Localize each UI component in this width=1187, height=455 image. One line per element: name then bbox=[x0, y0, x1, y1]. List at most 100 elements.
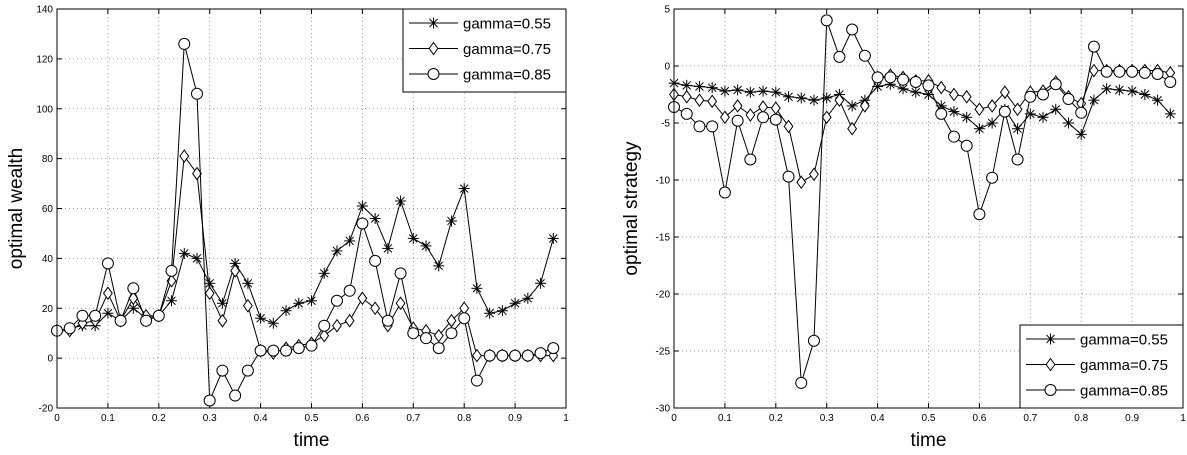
chart-2-series-3-line bbox=[673, 20, 1171, 384]
chart-1-series-1-point-21 bbox=[318, 267, 330, 279]
chart-2-xtick-label-3: 0.3 bbox=[820, 413, 834, 424]
chart-1-series-2-point-15 bbox=[242, 298, 253, 313]
chart-2-series-1-point-9-stroke-3 bbox=[784, 92, 793, 102]
chart-2-series-1-point-32-stroke-3 bbox=[1076, 130, 1086, 139]
chart-1-series-1-point-10 bbox=[178, 247, 190, 259]
chart-1-series-1-point-26-stroke-3 bbox=[383, 244, 393, 253]
chart-2-legend-entry-3: gamma=0.85 bbox=[1026, 383, 1168, 400]
chart-2-series-3-point-21 bbox=[935, 107, 948, 120]
chart-2-series-2-point-13 bbox=[834, 93, 845, 108]
chart-2-series-3-point-20 bbox=[922, 79, 935, 92]
chart-1-series-1-point-36 bbox=[509, 297, 521, 309]
chart-2-series-3-point-25 bbox=[986, 171, 999, 184]
chart-2-series-2-point-5 bbox=[732, 99, 743, 113]
chart-1-series-3-point-19 bbox=[292, 342, 305, 355]
chart-1-series-1-point-35-stroke-3 bbox=[498, 306, 507, 316]
chart-1-series-1-point-34-stroke-3 bbox=[485, 308, 494, 318]
chart-1-series-1-point-23-stroke-3 bbox=[345, 236, 354, 246]
chart-2-series-3-point-13 bbox=[833, 50, 846, 63]
chart-1-series-2-point-13 bbox=[217, 313, 228, 328]
chart-1-series-3-point-38 bbox=[534, 347, 547, 360]
chart-2-series-3-point-39 bbox=[1164, 75, 1177, 88]
chart-2-series-2-point-24 bbox=[974, 102, 985, 117]
chart-1-series-3-point-23 bbox=[343, 284, 356, 297]
chart-2-series-1-point-31 bbox=[1062, 117, 1074, 129]
chart-2-y-axis-label: optimal strategy bbox=[621, 141, 642, 276]
chart-2-series-3-point-16 bbox=[871, 71, 884, 84]
chart-1-series-1-point-35 bbox=[496, 305, 508, 317]
chart-2-series-1-point-12 bbox=[821, 92, 833, 104]
chart-2-series-3-point-31 bbox=[1062, 93, 1075, 106]
chart-1-legend: gamma=0.55 gamma=0.75 gamma=0.85 bbox=[402, 8, 567, 93]
chart-2-series-1-point-19 bbox=[910, 86, 922, 98]
chart-1-xtick-label-1: 0.1 bbox=[101, 413, 115, 424]
chart-2-legend-entry-2-label: gamma=0.75 bbox=[1080, 357, 1168, 374]
chart-1-series-1-point-28 bbox=[407, 232, 419, 244]
chart-1-series-3-point-1 bbox=[63, 322, 76, 335]
chart-2-series-1-point-22-stroke-3 bbox=[949, 107, 959, 116]
chart-2-legend-entry-1-label: gamma=0.55 bbox=[1080, 332, 1168, 349]
chart-2-series-2-point-14 bbox=[847, 121, 858, 136]
chart-2-ytick-label-7: 5 bbox=[664, 5, 670, 16]
chart-1-series-1-point-25 bbox=[369, 212, 381, 224]
chart-2-series-1-point-39-stroke-3 bbox=[1165, 109, 1175, 119]
chart-1-legend-entry-1: gamma=0.55 bbox=[409, 16, 551, 33]
chart-1-series-2-point-31 bbox=[446, 313, 457, 328]
chart-1-series-3-point-11 bbox=[190, 87, 203, 100]
chart-1-series-1-point-13 bbox=[216, 297, 228, 309]
chart-2-xtick-label-5: 0.5 bbox=[922, 413, 936, 424]
chart-1-series-3-point-8 bbox=[152, 309, 165, 322]
chart-2-series-1-point-23 bbox=[961, 111, 973, 123]
chart-2-series-3-point-4 bbox=[718, 186, 731, 199]
chart-2-series-3-point-12 bbox=[820, 14, 833, 27]
chart-1-series-3-point-32 bbox=[458, 312, 471, 325]
chart-2-series-1-point-23-stroke-3 bbox=[962, 112, 971, 122]
chart-1-frame bbox=[56, 8, 567, 409]
chart-1-x-axis-label: time bbox=[294, 430, 330, 450]
chart-1-series-3-point-36 bbox=[509, 349, 522, 362]
chart-1-series-3-point-28 bbox=[407, 327, 420, 340]
chart-2-ytick-label-1: -25 bbox=[656, 347, 671, 358]
chart-1-ytick-label-2: 20 bbox=[42, 304, 54, 315]
chart-1-series-2-line bbox=[57, 154, 554, 357]
chart-2-series-1-point-16-stroke-3 bbox=[873, 82, 882, 91]
chart-2-series-1-point-33-stroke-3 bbox=[1089, 95, 1099, 105]
chart-1-series-1-point-20 bbox=[306, 295, 317, 307]
chart-2-series-1-point-3 bbox=[706, 82, 718, 94]
chart-1-series-3-point-3 bbox=[89, 309, 102, 322]
chart-2-series-3-point-15 bbox=[858, 49, 871, 62]
chart-2-ytick-label-3: -15 bbox=[656, 233, 671, 244]
chart-1-series-1-point-33 bbox=[471, 282, 483, 294]
chart-1-series-1-point-36-stroke-3 bbox=[510, 298, 520, 308]
chart-1-series-2-point-33 bbox=[471, 348, 482, 363]
chart-1-series-1-point-27-stroke-3 bbox=[396, 196, 405, 206]
chart-1-series-2-point-4 bbox=[102, 286, 113, 301]
chart-2-series-1-line bbox=[673, 82, 1171, 136]
chart-1-series-1-point-29 bbox=[420, 240, 432, 252]
chart-1-y-axis-label: optimal wealth bbox=[6, 148, 27, 269]
chart-1-series-3-point-12 bbox=[203, 394, 216, 407]
chart-1-legend-entry-2-marker bbox=[428, 41, 439, 56]
chart-2-series-3-point-6 bbox=[744, 153, 757, 166]
chart-2-legend-entry-1: gamma=0.55 bbox=[1026, 332, 1168, 349]
chart-2-series-3 bbox=[668, 14, 1177, 389]
chart-2-series-3-point-28 bbox=[1024, 90, 1037, 103]
chart-1-series-2-point-25 bbox=[370, 301, 381, 316]
chart-1-series-1-point-22 bbox=[331, 245, 343, 257]
chart-2-ytick-label-5: -5 bbox=[661, 119, 670, 130]
chart-1-legend-entry-2-label: gamma=0.75 bbox=[463, 41, 551, 58]
chart-1-series-3-point-6 bbox=[127, 282, 140, 295]
chart-1-legend-entry-1-marker bbox=[428, 17, 439, 29]
chart-2-ytick-label-0: -30 bbox=[656, 404, 671, 415]
chart-1-series-3-point-31 bbox=[445, 327, 458, 340]
chart-2-series-1-point-29 bbox=[1037, 111, 1049, 123]
chart-1-series-1-point-23 bbox=[344, 235, 356, 247]
chart-1-series-1-point-9 bbox=[166, 295, 178, 307]
chart-1-series-1-point-14-stroke-3 bbox=[230, 259, 240, 268]
chart-1-series-1-point-17 bbox=[267, 317, 279, 329]
chart-2-series-1-point-31-stroke-3 bbox=[1064, 118, 1073, 128]
chart-1-series-2-point-10 bbox=[179, 149, 190, 163]
chart-1-legend-entry-3-label: gamma=0.85 bbox=[463, 67, 551, 84]
chart-2-series-2-point-1 bbox=[681, 89, 692, 104]
chart-2-series-2-point-10 bbox=[796, 175, 807, 190]
